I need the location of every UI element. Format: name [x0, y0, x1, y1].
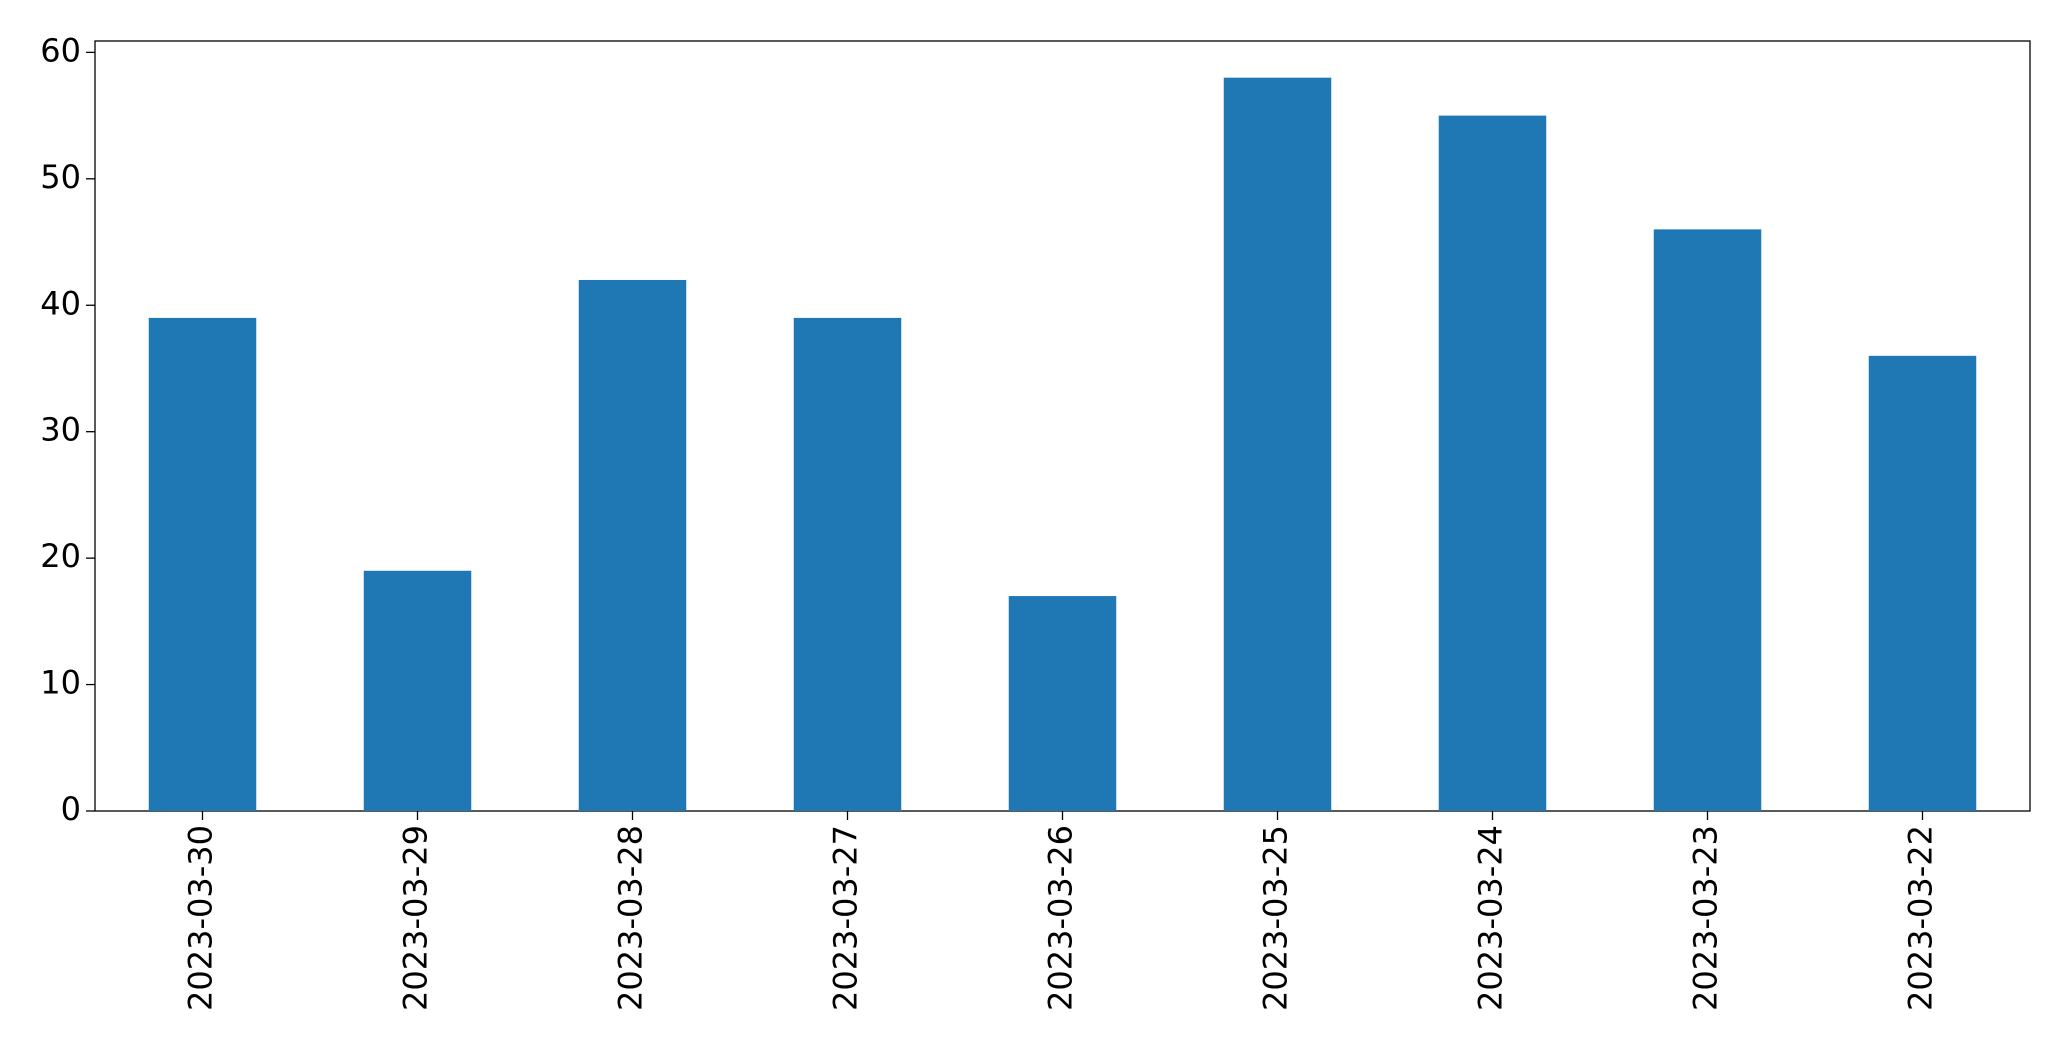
y-tick-label: 40	[40, 284, 81, 322]
bar	[1438, 115, 1547, 811]
x-tick-label: 2023-03-26	[1042, 825, 1080, 1011]
bar	[363, 570, 472, 811]
x-tick-label: 2023-03-28	[612, 825, 650, 1011]
x-tick-label: 2023-03-27	[827, 825, 865, 1011]
y-tick-label: 0	[61, 790, 81, 828]
y-tick-label: 50	[40, 158, 81, 196]
bar	[148, 317, 257, 811]
bar	[1868, 355, 1977, 811]
y-tick-label: 30	[40, 411, 81, 449]
bar	[578, 279, 687, 811]
bar	[1223, 77, 1332, 811]
x-tick-label: 2023-03-23	[1687, 825, 1725, 1011]
x-tick-label: 2023-03-24	[1472, 825, 1510, 1011]
bar	[793, 317, 902, 811]
y-tick-label: 10	[40, 664, 81, 702]
y-tick-label: 60	[40, 31, 81, 69]
x-tick-label: 2023-03-25	[1257, 825, 1295, 1011]
y-tick-label: 20	[40, 537, 81, 575]
x-tick-label: 2023-03-29	[397, 825, 435, 1011]
x-tick-label: 2023-03-30	[182, 825, 220, 1011]
bar	[1008, 596, 1117, 811]
bar	[1653, 229, 1762, 811]
x-tick-label: 2023-03-22	[1902, 825, 1940, 1011]
